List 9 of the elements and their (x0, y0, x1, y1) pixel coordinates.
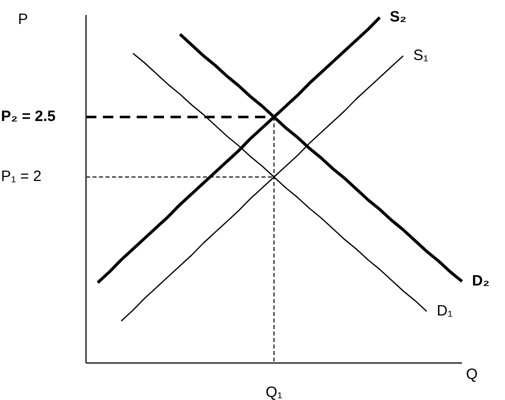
series-label: D₁ (436, 302, 453, 320)
y-tick-label: P₁ = 2 (1, 168, 42, 185)
series-label: D₂ (472, 272, 490, 290)
x-tick-label: Q₁ (266, 384, 282, 400)
y-tick-label: P₂ = 2.5 (1, 108, 56, 125)
series-label: S₁ (413, 46, 428, 64)
y-axis-title: P (18, 10, 28, 28)
x-axis-title: Q (466, 366, 478, 383)
series-label: S₂ (390, 8, 406, 26)
